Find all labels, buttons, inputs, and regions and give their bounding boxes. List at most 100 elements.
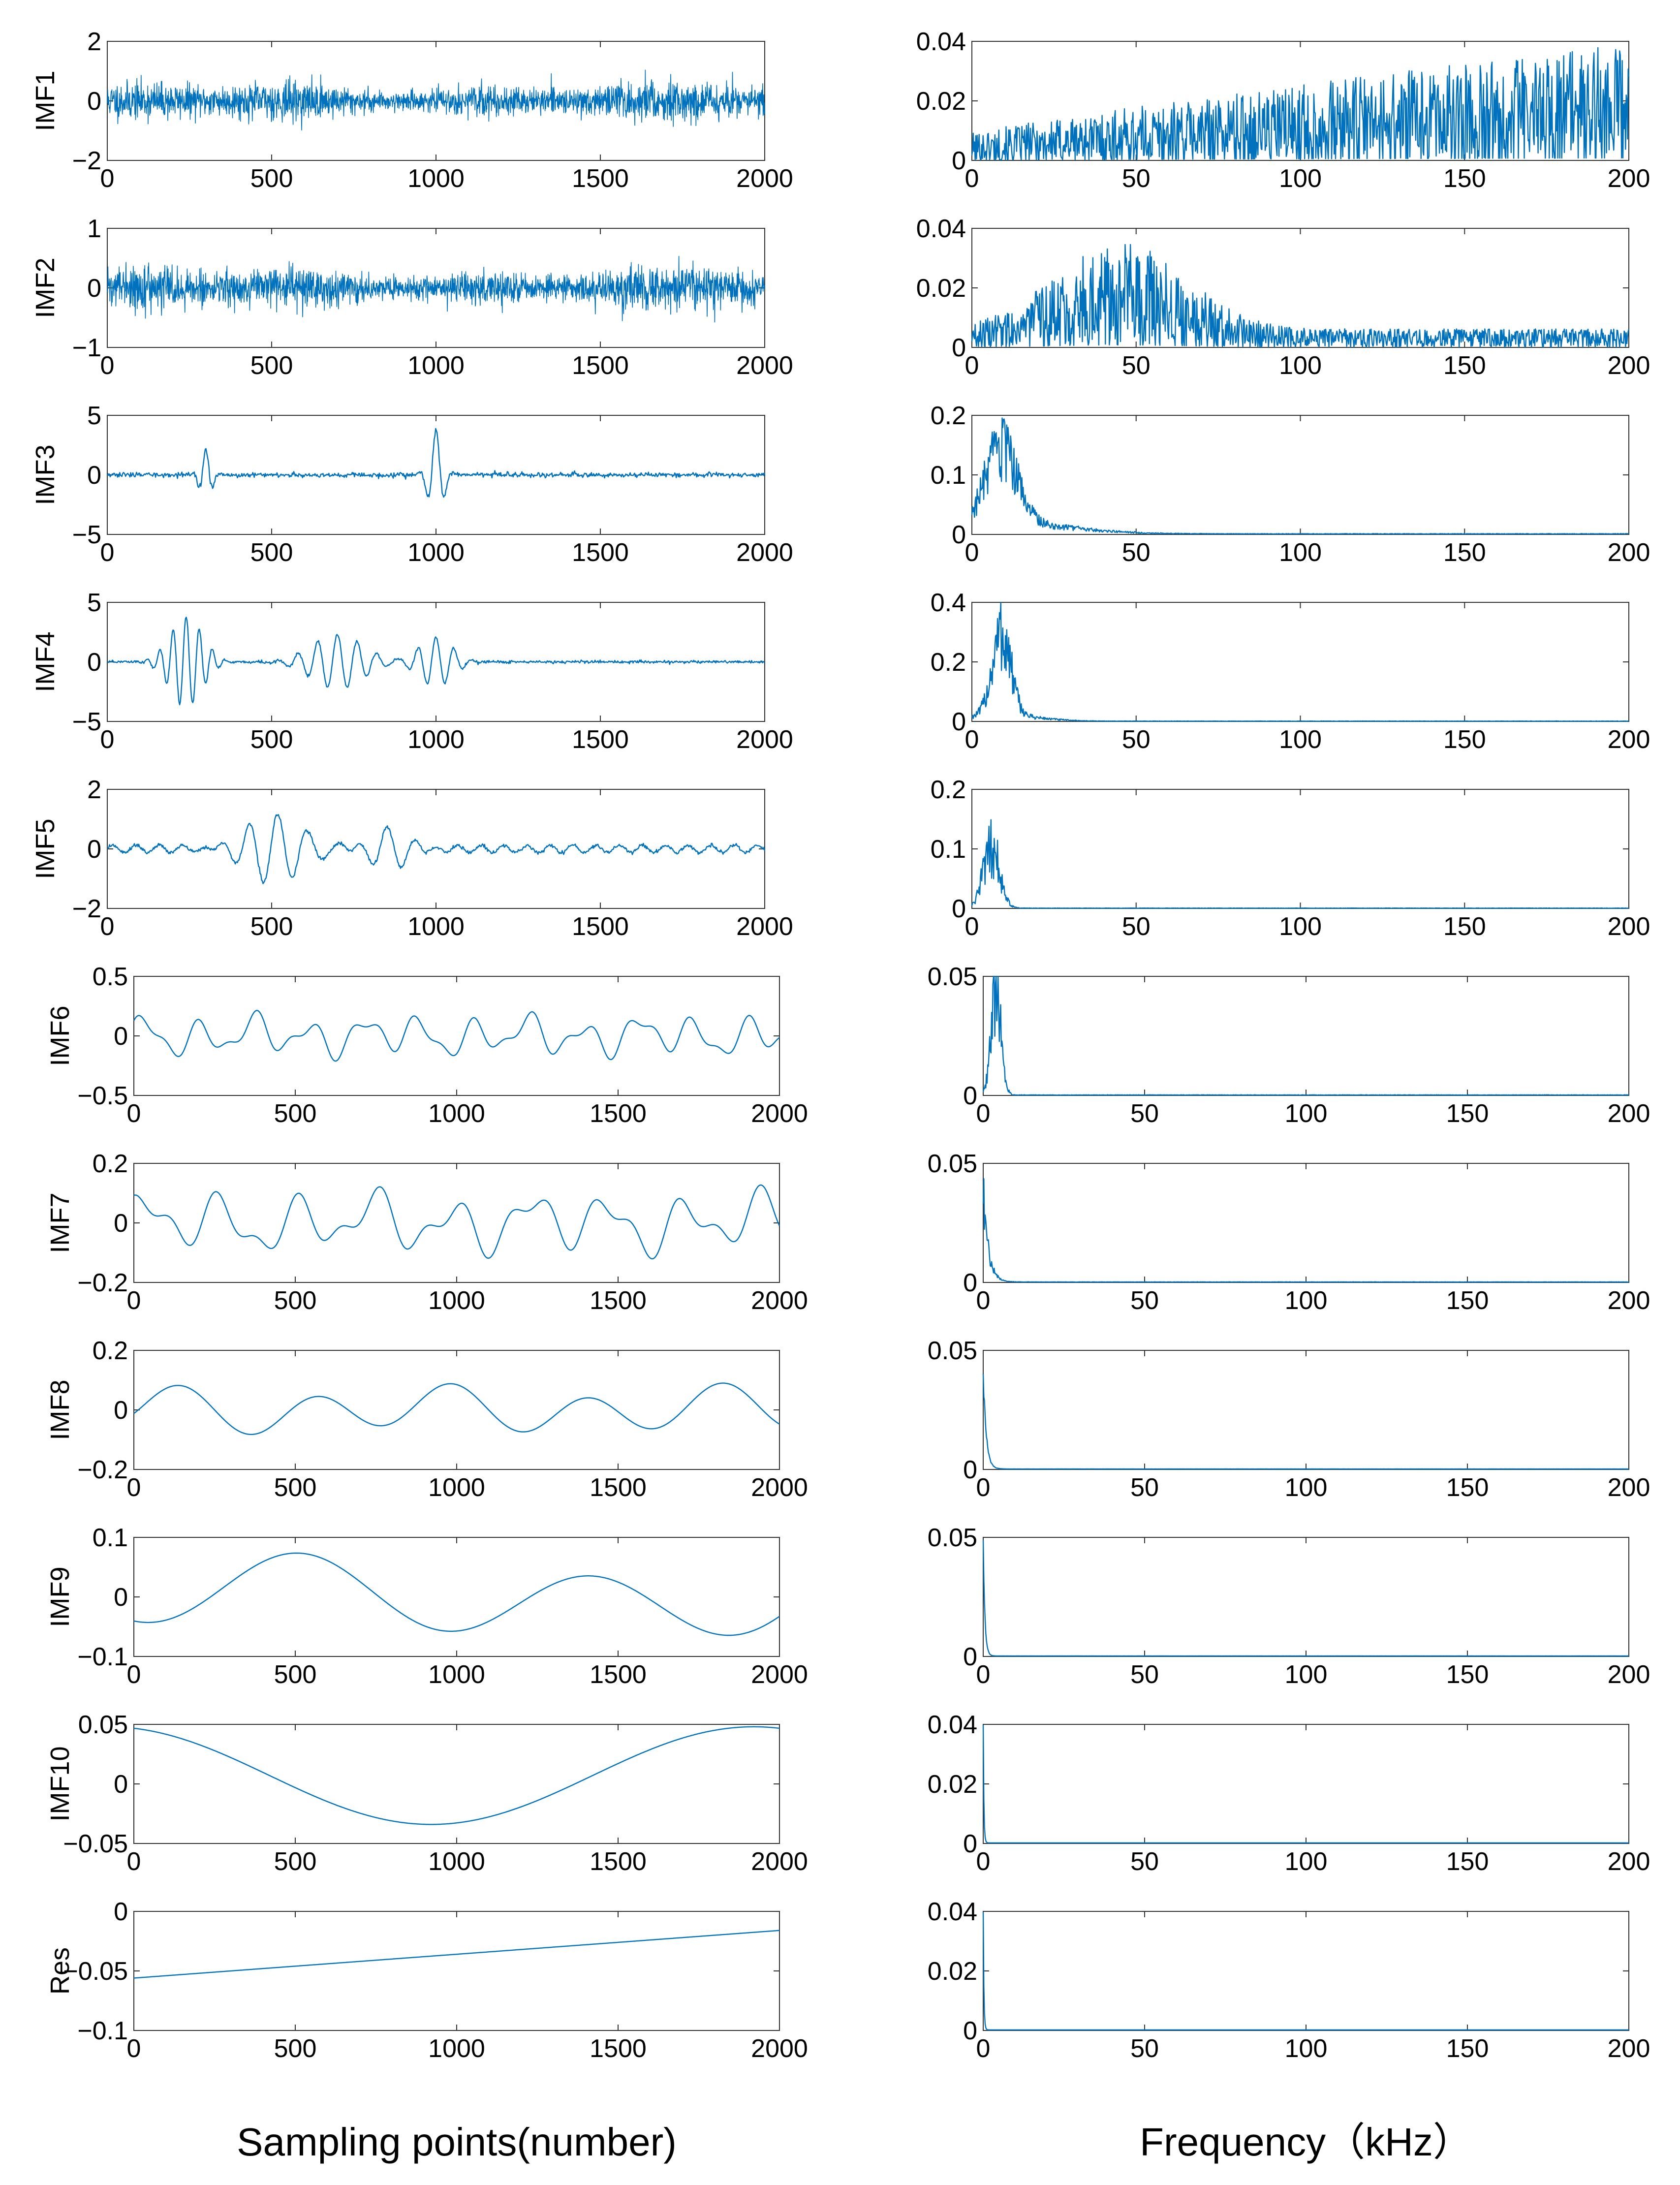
- x-tick-label: 100: [1285, 2034, 1328, 2063]
- y-tick-label: 0.02: [916, 274, 966, 303]
- y-tick-label: −5: [72, 708, 101, 736]
- subplot-imf-11: 0 500 1000 1500 2000 −0.1 −0.05 0 Res Sampling po…: [45, 1898, 808, 2164]
- series-line: [107, 255, 765, 323]
- x-tick-label: 2000: [736, 538, 793, 567]
- x-tick-label: 150: [1446, 1473, 1489, 1502]
- y-axis-label: IMF10: [45, 1746, 75, 1821]
- x-tick-label: 500: [250, 164, 293, 193]
- x-tick-label: 0: [100, 725, 115, 754]
- x-tick-label: 0: [127, 1099, 141, 1128]
- y-axis-label: Res: [45, 1947, 75, 1995]
- x-tick-label: 0: [976, 2034, 991, 2063]
- x-tick-label: 0: [127, 1660, 141, 1689]
- subplot-spectrum-11: 0 50 100 150 200 0 0.02 0.04 Frequency（kHz）: [928, 1898, 1650, 2164]
- y-tick-label: 0.05: [928, 963, 977, 991]
- y-tick-label: 0: [87, 461, 101, 490]
- x-tick-label: 2000: [736, 164, 793, 193]
- y-tick-label: −0.05: [63, 1830, 128, 1858]
- x-tick-label: 100: [1279, 725, 1322, 754]
- x-tick-label: 1500: [572, 912, 629, 941]
- x-tick-label: 50: [1122, 351, 1151, 380]
- y-axis-label: IMF6: [45, 1005, 75, 1066]
- subplot-spectrum-2: 0 50 100 150 200 0 0.02 0.04: [916, 215, 1650, 380]
- x-tick-label: 1500: [572, 164, 629, 193]
- y-tick-label: −5: [72, 521, 101, 549]
- y-tick-label: 0.2: [93, 1337, 128, 1365]
- x-tick-label: 1500: [590, 1847, 647, 1876]
- x-tick-label: 0: [976, 1099, 991, 1128]
- x-tick-label: 0: [976, 1286, 991, 1315]
- y-tick-label: 0: [963, 1643, 977, 1671]
- x-tick-label: 100: [1285, 1473, 1328, 1502]
- y-tick-label: 2: [87, 776, 101, 804]
- x-tick-label: 50: [1130, 1847, 1159, 1876]
- x-tick-label: 200: [1608, 1286, 1650, 1315]
- series-line: [133, 1930, 780, 1979]
- series-line: [982, 1912, 1629, 2030]
- subplot-spectrum-10: 0 50 100 150 200 0 0.02 0.04: [928, 1711, 1650, 1876]
- y-tick-label: −0.2: [77, 1456, 128, 1484]
- subplot-spectrum-6: 0 50 100 150 200 0 0.05: [928, 963, 1650, 1128]
- x-tick-label: 2000: [751, 2034, 808, 2063]
- x-tick-label: 150: [1443, 164, 1486, 193]
- plot-frame: [983, 976, 1629, 1096]
- x-tick-label: 50: [1130, 2034, 1159, 2063]
- plot-frame: [133, 1724, 780, 1844]
- y-axis-label: IMF4: [31, 631, 60, 692]
- y-tick-label: 0.04: [916, 215, 966, 243]
- plot-frame: [133, 1537, 780, 1657]
- x-tick-label: 0: [127, 2034, 141, 2063]
- x-tick-label: 2000: [751, 1099, 808, 1128]
- x-tick-label: 500: [250, 538, 293, 567]
- plot-frame: [971, 228, 1629, 348]
- x-tick-label: 150: [1443, 351, 1486, 380]
- x-tick-label: 100: [1285, 1099, 1328, 1128]
- y-tick-label: 0: [952, 334, 966, 362]
- series-line: [133, 1382, 780, 1436]
- x-tick-label: 2000: [751, 1286, 808, 1315]
- series-line: [107, 814, 766, 884]
- x-tick-label: 2000: [736, 725, 793, 754]
- x-tick-label: 500: [274, 1099, 317, 1128]
- x-tick-label: 100: [1279, 351, 1322, 380]
- x-tick-label: 1500: [572, 725, 629, 754]
- x-axis-title-right: Frequency（kHz）: [1140, 2120, 1472, 2164]
- x-tick-label: 150: [1443, 725, 1486, 754]
- x-tick-label: 0: [100, 912, 115, 941]
- x-tick-label: 0: [965, 164, 979, 193]
- y-axis-label: IMF1: [31, 70, 60, 131]
- x-tick-label: 200: [1608, 912, 1650, 941]
- x-tick-label: 1000: [407, 164, 465, 193]
- series-line: [982, 975, 1629, 1096]
- x-tick-label: 500: [274, 1847, 317, 1876]
- x-tick-label: 0: [965, 725, 979, 754]
- y-tick-label: 0.05: [928, 1524, 977, 1552]
- x-tick-label: 100: [1285, 1660, 1328, 1689]
- x-tick-label: 100: [1279, 912, 1322, 941]
- y-tick-label: 0: [963, 2017, 977, 2045]
- series-line: [982, 1178, 1629, 1283]
- y-tick-label: 5: [87, 402, 101, 430]
- series-line: [971, 819, 1629, 909]
- series-line: [982, 1725, 1629, 1844]
- y-tick-label: 0.2: [93, 1150, 128, 1178]
- plot-frame: [971, 415, 1629, 535]
- series-line: [971, 47, 1630, 160]
- plot-frame: [107, 789, 765, 909]
- x-tick-label: 50: [1122, 912, 1151, 941]
- x-tick-label: 1500: [572, 351, 629, 380]
- x-tick-label: 200: [1608, 725, 1650, 754]
- y-tick-label: 0.02: [928, 1957, 977, 1986]
- y-tick-label: 2: [87, 28, 101, 56]
- series-line: [971, 244, 1630, 348]
- x-tick-label: 500: [250, 351, 293, 380]
- y-tick-label: 0: [952, 708, 966, 736]
- series-line: [133, 1184, 780, 1260]
- plot-frame: [983, 1350, 1629, 1470]
- x-tick-label: 2000: [736, 912, 793, 941]
- x-tick-label: 2000: [751, 1473, 808, 1502]
- y-tick-label: 0: [114, 1209, 128, 1238]
